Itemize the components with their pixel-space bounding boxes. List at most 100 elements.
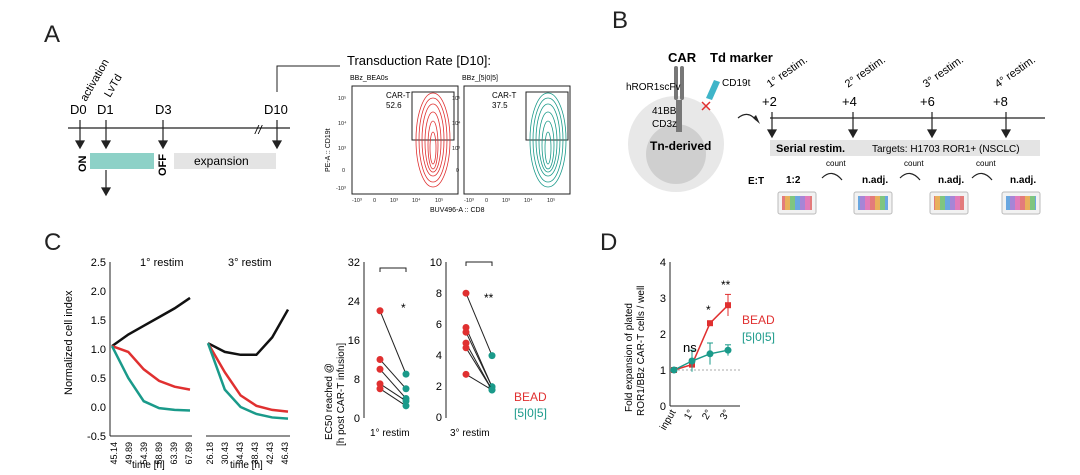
svg-text:26.18: 26.18 (205, 442, 215, 465)
svg-text:30.43: 30.43 (220, 442, 230, 465)
svg-text:8: 8 (436, 288, 442, 300)
cell-label: Tn-derived (650, 139, 711, 153)
flow-plot-2-frame (463, 85, 571, 195)
svg-text:2°: 2° (700, 408, 714, 422)
flow-plot-2-sample: BBz_[5|0|5] (462, 75, 498, 82)
flow-plot-1-yticks: 10⁵ 10⁴ 10³ 0 -10³ (336, 95, 347, 192)
svg-text:1°: 1° (682, 408, 696, 422)
ec50-1-yticks: 32 24 16 8 0 (348, 257, 360, 425)
svg-text:2.5: 2.5 (91, 257, 106, 269)
serial-restim-bar (770, 140, 1040, 156)
svg-text:8: 8 (354, 374, 360, 386)
svg-text:0: 0 (354, 413, 360, 425)
svg-text:38.43: 38.43 (250, 442, 260, 465)
svg-text:n.adj.: n.adj. (938, 175, 964, 186)
svg-text:54.39: 54.39 (139, 442, 149, 465)
flow-plot-2-contours (529, 92, 567, 188)
ec50-1-points (376, 307, 410, 410)
timeline-arrows (74, 120, 283, 197)
ec50-2-sig: ** (484, 291, 494, 305)
scfv-label: hROR1scFv (626, 82, 680, 93)
flow-plot-2-gate-value: 37.5 (492, 101, 508, 110)
restim-arrows (766, 112, 1012, 139)
point-bead-0 (462, 289, 470, 297)
panel-c: C Normalized cell index 2.5 2.0 1.5 1.0 … (44, 229, 547, 471)
panel-a: A // D0 D1 D3 D10 activation LvTd ON OFF… (44, 21, 571, 214)
panel-letter-a: A (44, 21, 60, 48)
d-legend-bead: BEAD (742, 313, 775, 327)
svg-text:+2: +2 (762, 94, 777, 109)
flow-plot-1-gate-label: CAR-T (386, 91, 411, 100)
series-line-1 (206, 342, 289, 413)
d-point-bead-3 (725, 302, 731, 309)
svg-text:-10³: -10³ (352, 198, 362, 204)
car-stalk-1 (674, 66, 678, 100)
svg-text:0: 0 (485, 198, 488, 204)
c-legend-505: [5|0|5] (514, 406, 547, 420)
pair-line-3 (379, 383, 407, 402)
d-sig-1: ns (683, 340, 697, 355)
plate-wells (782, 196, 1036, 210)
svg-text:4° restim.: 4° restim. (993, 54, 1038, 91)
d-series-line-1 (673, 349, 729, 371)
d-series-line-0 (673, 304, 729, 371)
point-bead-0 (376, 307, 384, 315)
svg-text:10⁴: 10⁴ (338, 120, 347, 127)
svg-text:4: 4 (660, 257, 666, 269)
point-bead-4 (376, 385, 384, 393)
on-label: ON (77, 155, 89, 172)
pair-line-4 (379, 388, 407, 407)
svg-text:10³: 10³ (502, 198, 510, 204)
series-line-0 (207, 308, 290, 357)
c-plot1-title: 1° restim (140, 257, 184, 269)
day-d0: D0 (70, 102, 87, 117)
svg-text:45.14: 45.14 (109, 442, 119, 465)
svg-text:42.43: 42.43 (265, 442, 275, 465)
svg-text:10: 10 (430, 257, 442, 269)
point-bead-4 (462, 344, 470, 352)
svg-text:49.89: 49.89 (124, 442, 134, 465)
svg-text:10⁵: 10⁵ (452, 95, 460, 102)
flow-plot-1-frame (351, 85, 459, 195)
svg-text:count: count (976, 159, 996, 168)
point-505-0 (488, 352, 496, 360)
panel-letter-d: D (600, 229, 617, 256)
flow-x-axis-label: BUV496-A :: CD8 (430, 207, 485, 214)
d-sig-3: ** (721, 278, 731, 292)
svg-text:0.5: 0.5 (91, 373, 106, 385)
ec50-label-1: EC50 reached @ (324, 363, 335, 440)
svg-text:32: 32 (348, 257, 360, 269)
svg-text:10⁴: 10⁴ (412, 197, 421, 204)
flow-y-axis-label: PE-A :: CD19t (325, 128, 332, 172)
svg-text:1: 1 (660, 365, 666, 377)
series-line-2 (110, 345, 191, 412)
td-marker-label: Td marker (710, 50, 773, 65)
panel-b: B Tn-derived CAR hROR1scFv 41BB CD3z Td … (612, 7, 1045, 215)
day-d10: D10 (264, 102, 288, 117)
c-plot1-xticks: 45.14 49.89 54.39 58.89 63.39 67.89 (109, 442, 194, 465)
c-legend-bead: BEAD (514, 390, 547, 404)
svg-text:1.5: 1.5 (91, 315, 106, 327)
svg-text:-10³: -10³ (336, 186, 346, 192)
car-domains (676, 100, 682, 132)
point-505-5 (488, 386, 496, 394)
svg-text:n.adj.: n.adj. (1010, 175, 1036, 186)
series-line-2 (206, 342, 289, 420)
svg-text:1.0: 1.0 (91, 344, 106, 356)
d-legend-505: [5|0|5] (742, 330, 775, 344)
series-line-0 (111, 296, 191, 348)
point-bead-2 (462, 328, 470, 336)
svg-text:0.0: 0.0 (91, 402, 106, 414)
svg-text:2: 2 (436, 381, 442, 393)
svg-text:58.89: 58.89 (154, 442, 164, 465)
panel-d: D Fold expansion of plated ROR1/BBz CAR-… (600, 229, 775, 432)
c-y-label: Normalized cell index (63, 290, 75, 395)
off-label: OFF (157, 154, 169, 176)
no-signal-cross (701, 101, 711, 111)
serial-restim-label: Serial restim. (776, 143, 845, 155)
c-plot1-xlabel: time [h] (132, 460, 165, 471)
svg-text:24: 24 (348, 296, 360, 308)
d-point-505-3 (724, 346, 732, 354)
d-point-505-0 (670, 366, 678, 374)
